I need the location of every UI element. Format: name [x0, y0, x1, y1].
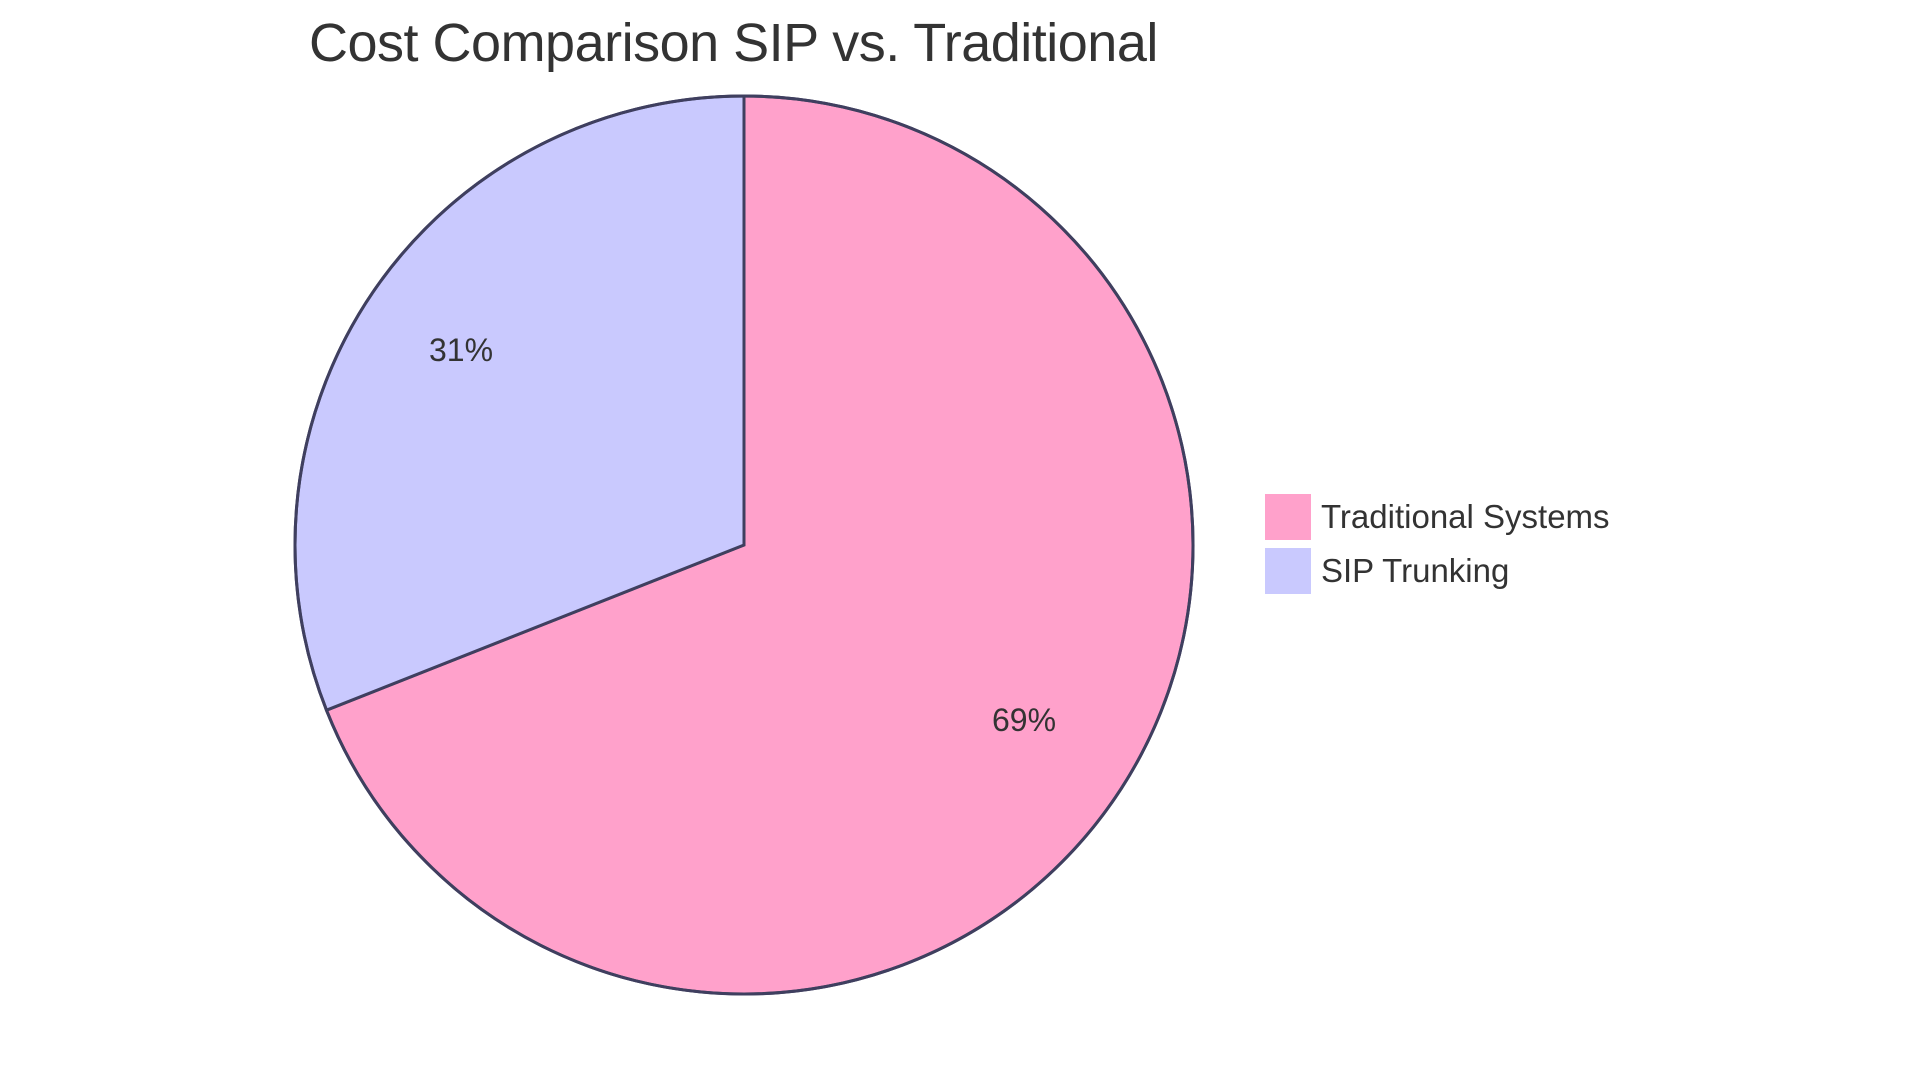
- legend-swatch: [1265, 494, 1311, 540]
- legend-swatch: [1265, 548, 1311, 594]
- legend-item-sip-trunking[interactable]: SIP Trunking: [1265, 544, 1610, 598]
- slice-label-traditional-systems: 69%: [992, 702, 1056, 738]
- slice-label-sip-trunking: 31%: [429, 332, 493, 368]
- legend-label: SIP Trunking: [1321, 552, 1510, 589]
- legend-item-traditional-systems[interactable]: Traditional Systems: [1265, 490, 1610, 544]
- chart-title: Cost Comparison SIP vs. Traditional: [309, 13, 1158, 73]
- legend-label: Traditional Systems: [1321, 498, 1610, 535]
- legend: Traditional Systems SIP Trunking: [1265, 490, 1610, 598]
